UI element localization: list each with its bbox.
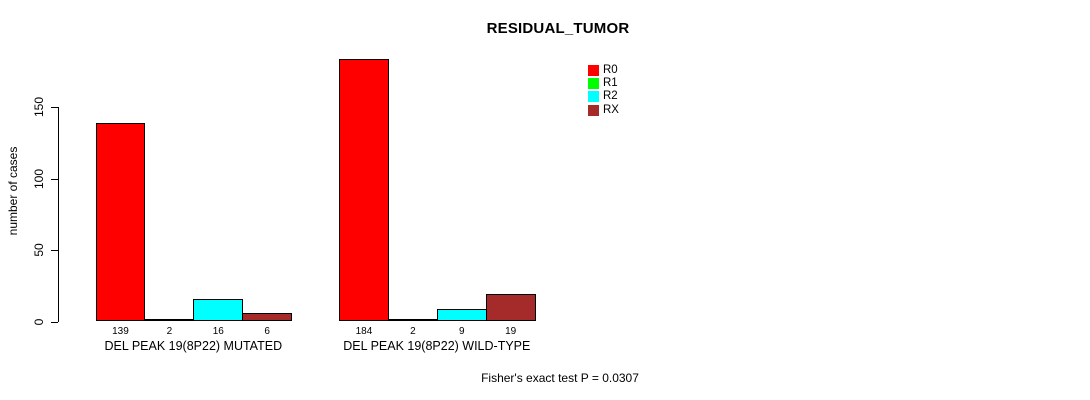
bar-value-label: 6 — [264, 326, 270, 337]
legend-item-rx: RX — [588, 104, 619, 117]
legend-item-r2: R2 — [588, 90, 619, 103]
group-label: DEL PEAK 19(8P22) MUTATED — [104, 339, 283, 353]
y-axis-title: number of cases — [6, 146, 20, 236]
legend-swatch-icon — [588, 65, 599, 77]
legend-label: R1 — [603, 77, 618, 90]
y-tick-label: 0 — [32, 318, 46, 325]
bar-value-label: 19 — [505, 326, 517, 337]
y-axis-tick — [51, 250, 58, 252]
y-tick-label: 100 — [32, 168, 46, 189]
y-tick-label: 150 — [32, 97, 46, 118]
bar-r0 — [95, 122, 146, 322]
fisher-test-annotation: Fisher's exact test P = 0.0307 — [481, 371, 639, 385]
y-tick-label: 50 — [32, 243, 46, 257]
legend-label: RX — [603, 103, 619, 116]
bar-r1 — [144, 318, 195, 322]
legend-item-r0: R0 — [588, 64, 619, 77]
chart-title: RESIDUAL_TUMOR — [486, 20, 630, 37]
bar-value-label: 9 — [458, 326, 465, 337]
bar-value-label: 2 — [410, 326, 416, 337]
bar-rx — [242, 312, 293, 322]
bar-value-label: 184 — [355, 326, 373, 337]
bar-r1 — [387, 318, 438, 322]
bar-r2 — [436, 308, 487, 322]
legend: R0 R1 R2 RX — [588, 64, 619, 117]
legend-swatch-icon — [588, 104, 599, 116]
y-axis-tick — [51, 107, 58, 109]
y-axis-line — [58, 107, 59, 323]
legend-swatch-icon — [588, 91, 599, 103]
legend-label: R2 — [603, 90, 618, 103]
y-axis-tick — [51, 321, 58, 323]
bar-value-label: 139 — [112, 326, 129, 337]
bar-value-label: 2 — [166, 326, 173, 337]
legend-swatch-icon — [588, 78, 599, 90]
legend-label: R0 — [603, 64, 618, 77]
group-label: DEL PEAK 19(8P22) WILD-TYPE — [343, 339, 531, 353]
bar-value-label: 16 — [212, 326, 224, 337]
legend-item-r1: R1 — [588, 77, 619, 90]
bar-r0 — [339, 58, 389, 322]
bar-r2 — [193, 298, 244, 322]
y-axis-tick — [51, 178, 58, 180]
bar-rx — [485, 294, 536, 322]
